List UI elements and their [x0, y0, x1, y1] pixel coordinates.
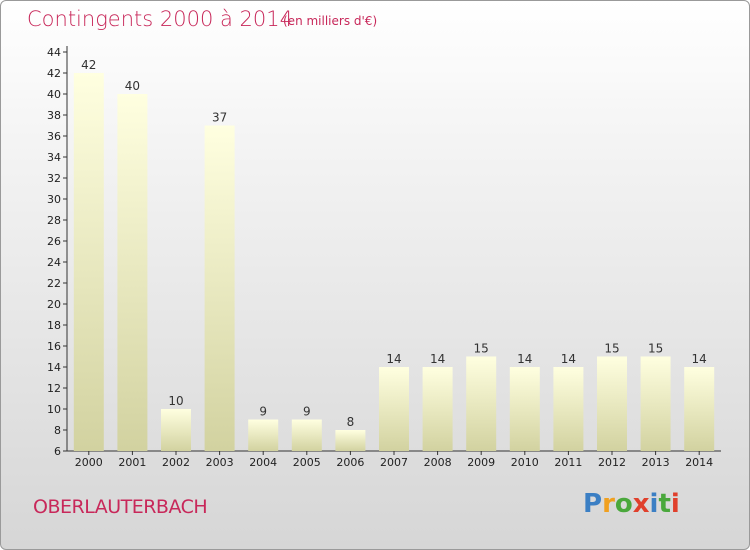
y-tick-label: 32 — [47, 172, 61, 185]
bar — [509, 367, 540, 451]
y-tick-label: 22 — [47, 277, 61, 290]
y-tick-label: 42 — [47, 67, 61, 80]
value-label: 14 — [692, 352, 707, 366]
bar — [291, 419, 322, 451]
bar — [73, 73, 104, 451]
logo-letter: i — [670, 489, 680, 519]
y-tick-label: 16 — [47, 340, 61, 353]
logo-letter: P — [583, 489, 603, 519]
value-label: 42 — [81, 58, 96, 72]
x-tick-label: 2000 — [75, 456, 103, 469]
x-tick-label: 2007 — [380, 456, 408, 469]
y-tick-label: 24 — [47, 256, 61, 269]
y-tick-label: 18 — [47, 319, 61, 332]
y-tick-label: 44 — [47, 46, 61, 59]
x-tick-label: 2006 — [336, 456, 364, 469]
y-tick-label: 26 — [47, 235, 61, 248]
y-tick-label: 14 — [47, 361, 61, 374]
y-tick-label: 34 — [47, 151, 61, 164]
bar — [597, 356, 627, 451]
chart-axes: 6 8 10 12 14 16 18 20 22 24 26 28 30 32 34 36 38 40 42 44 20… — [47, 46, 721, 469]
x-tick-label: 2009 — [467, 456, 495, 469]
y-tick-label: 30 — [47, 193, 61, 206]
value-label: 9 — [303, 405, 311, 419]
logo-letter: i — [649, 489, 659, 519]
chart-bars — [73, 73, 715, 451]
bar — [117, 94, 148, 451]
value-label: 14 — [386, 352, 401, 366]
x-tick-label: 2002 — [162, 456, 190, 469]
value-label: 40 — [125, 79, 140, 93]
y-tick-label: 6 — [54, 445, 61, 458]
value-label: 8 — [347, 415, 355, 429]
bar — [640, 356, 671, 451]
value-label: 10 — [168, 394, 183, 408]
x-tick-label: 2003 — [206, 456, 234, 469]
bar — [335, 430, 366, 451]
y-tick-label: 36 — [47, 130, 61, 143]
value-label: 15 — [474, 342, 489, 356]
x-tick-label: 2001 — [118, 456, 146, 469]
y-tick-label: 38 — [47, 109, 61, 122]
bar — [553, 367, 584, 451]
bar — [161, 409, 191, 451]
x-tick-label: 2013 — [642, 456, 670, 469]
x-tick-label: 2010 — [511, 456, 539, 469]
x-tick-label: 2012 — [598, 456, 626, 469]
chart-value-labels: 42 40 10 37 9 9 8 14 14 15 14 14 15 15 14 — [81, 58, 707, 429]
logo-letter: x — [632, 489, 650, 519]
value-label: 14 — [517, 352, 532, 366]
chart-title: Contingents 2000 à 2014 — [27, 7, 293, 31]
x-tick-label: 2005 — [293, 456, 321, 469]
x-tick-label: 2008 — [424, 456, 452, 469]
bar — [422, 367, 453, 451]
bar — [204, 125, 235, 451]
bar — [379, 367, 409, 451]
y-tick-label: 28 — [47, 214, 61, 227]
x-tick-label: 2011 — [554, 456, 582, 469]
x-tick-label: 2014 — [685, 456, 713, 469]
bar — [248, 419, 279, 451]
x-tick-label: 2004 — [249, 456, 277, 469]
value-label: 37 — [212, 111, 227, 125]
value-label: 14 — [430, 352, 445, 366]
value-label: 14 — [561, 352, 576, 366]
y-tick-label: 8 — [54, 424, 61, 437]
chart-unit-note: (en milliers d'€) — [283, 14, 378, 28]
value-label: 15 — [604, 342, 619, 356]
y-tick-label: 12 — [47, 382, 61, 395]
y-tick-label: 10 — [47, 403, 61, 416]
value-label: 9 — [259, 405, 267, 419]
bar — [684, 367, 715, 451]
y-tick-label: 20 — [47, 298, 61, 311]
logo-letter: t — [658, 489, 671, 519]
value-label: 15 — [648, 342, 663, 356]
logo-letter: r — [602, 489, 615, 519]
proxiti-logo: Proxiti — [583, 489, 680, 519]
commune-name: OBERLAUTERBACH — [33, 496, 208, 518]
y-tick-label: 40 — [47, 88, 61, 101]
logo-letter: o — [614, 489, 633, 519]
bar — [466, 356, 497, 451]
